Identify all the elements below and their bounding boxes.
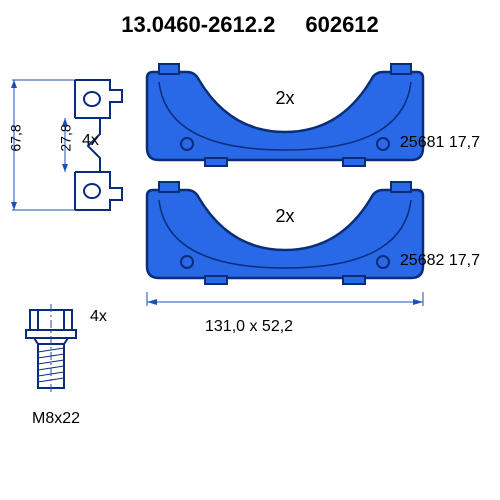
bolt-svg xyxy=(20,300,130,400)
ref-number: 602612 xyxy=(305,12,378,38)
pad-top-svg xyxy=(145,60,425,170)
brake-pad-top: 2x 25681 17,7 xyxy=(145,60,425,170)
clip-outer-dim: 67,8 xyxy=(8,124,24,151)
bolt-spec: M8x22 xyxy=(32,410,80,428)
pad-bottom-qty: 2x xyxy=(275,206,294,227)
header-bar: 13.0460-2612.2 602612 xyxy=(0,0,500,50)
pad-dimensions: 131,0 x 52,2 xyxy=(205,318,293,336)
pad-bottom-svg xyxy=(145,178,425,288)
brake-pad-bottom: 2x 25682 17,7 xyxy=(145,178,425,288)
pad-bottom-code: 25682 17,7 xyxy=(400,252,480,270)
bolt-qty: 4x xyxy=(90,308,107,326)
left-column: 67,8 27,8 4x xyxy=(10,60,140,480)
right-column: 2x 25681 17,7 2x 25682 17,7 xyxy=(145,60,490,480)
clip-qty: 4x xyxy=(82,132,99,150)
part-number: 13.0460-2612.2 xyxy=(121,12,275,38)
pad-top-code: 25681 17,7 xyxy=(400,134,480,152)
clip-drawing: 67,8 27,8 4x xyxy=(10,60,130,240)
diagram-content: 67,8 27,8 4x xyxy=(0,50,500,500)
pad-top-qty: 2x xyxy=(275,88,294,109)
clip-inner-dim: 27,8 xyxy=(58,124,74,151)
bolt-drawing: 4x M8x22 xyxy=(20,300,130,430)
